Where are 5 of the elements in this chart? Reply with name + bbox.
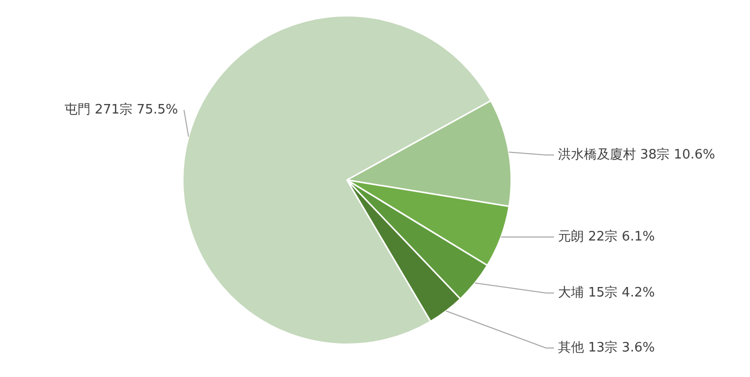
slice-label: 其他 13宗 3.6%	[558, 339, 655, 356]
slice-label: 洪水橋及廈村 38宗 10.6%	[558, 146, 716, 162]
slice-label: 元朗 22宗 6.1%	[558, 228, 655, 244]
slice-label: 屯門 271宗 75.5%	[64, 101, 178, 118]
slice-label: 大埔 15宗 4.2%	[558, 284, 655, 300]
